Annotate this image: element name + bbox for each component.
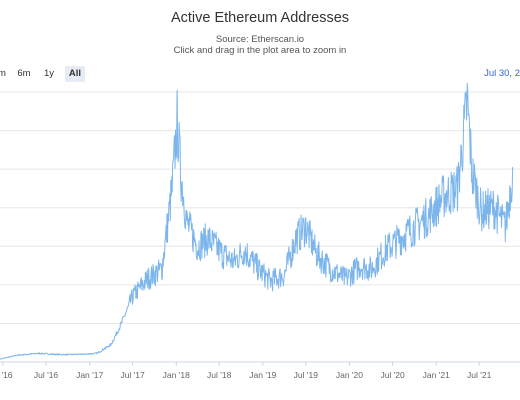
x-tick-label: Jul '18 (207, 370, 232, 380)
range-end-date-input[interactable]: Jul 30, 2 (484, 68, 520, 79)
x-tick-label: Jan '20 (336, 370, 363, 380)
x-axis-ticks: '16 Jul '16 Jan '17 Jul '17 Jan '18 Jul '18 Ja… (1, 362, 492, 380)
x-tick-label: Jan '21 (423, 370, 450, 380)
range-button-all[interactable]: All (65, 66, 85, 82)
x-tick-label: Jul '21 (467, 370, 492, 380)
series-line (0, 82, 514, 360)
x-tick-label: Jul '16 (34, 370, 59, 380)
range-button-6m[interactable]: 6m (17, 68, 31, 79)
grid-lines (0, 91, 520, 363)
subtitle-source: Source: Etherscan.io (215, 34, 305, 45)
subtitle-zoom-hint: Click and drag in the plot area to zoom … (173, 45, 347, 56)
x-tick-label: Jul '17 (120, 370, 145, 380)
x-tick-label: Jul '20 (380, 370, 405, 380)
x-tick-label: Jan '18 (163, 370, 190, 380)
range-button-1y[interactable]: 1y (43, 68, 55, 79)
chart-subtitle: Source: Etherscan.io Click and drag in t… (0, 34, 520, 56)
x-tick-label: Jul '19 (294, 370, 319, 380)
chart-title: Active Ethereum Addresses (170, 10, 350, 26)
x-tick-label: Jan '19 (249, 370, 276, 380)
x-tick-label: Jan '17 (76, 370, 103, 380)
x-tick-label: '16 (1, 370, 12, 380)
range-button-m[interactable]: m (0, 68, 6, 79)
